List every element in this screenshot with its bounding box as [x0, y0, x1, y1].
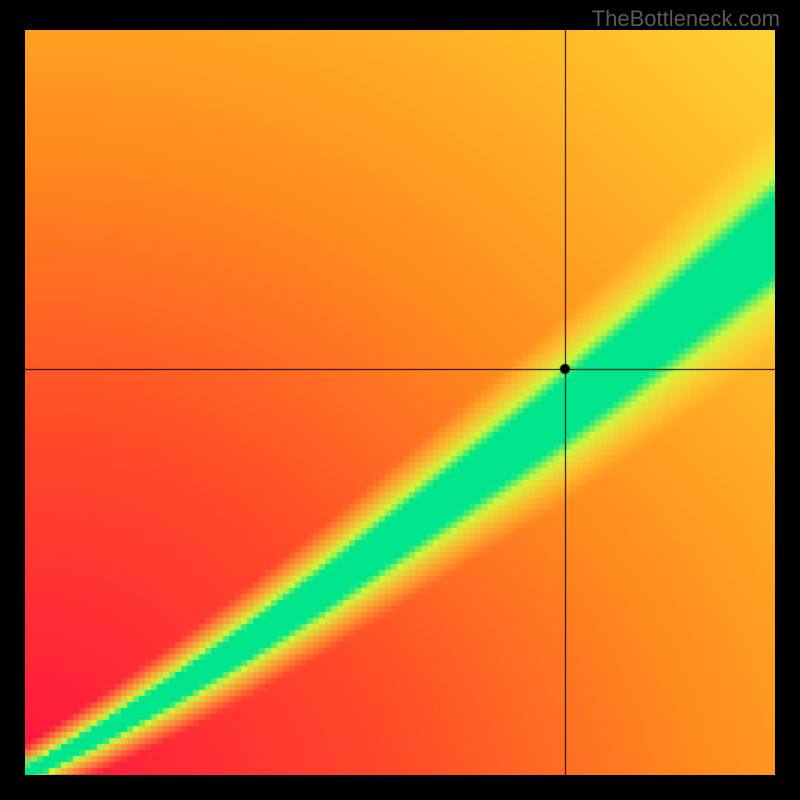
watermark-text: TheBottleneck.com: [592, 6, 780, 32]
crosshair-overlay: [25, 30, 775, 775]
image-root: TheBottleneck.com: [0, 0, 800, 800]
